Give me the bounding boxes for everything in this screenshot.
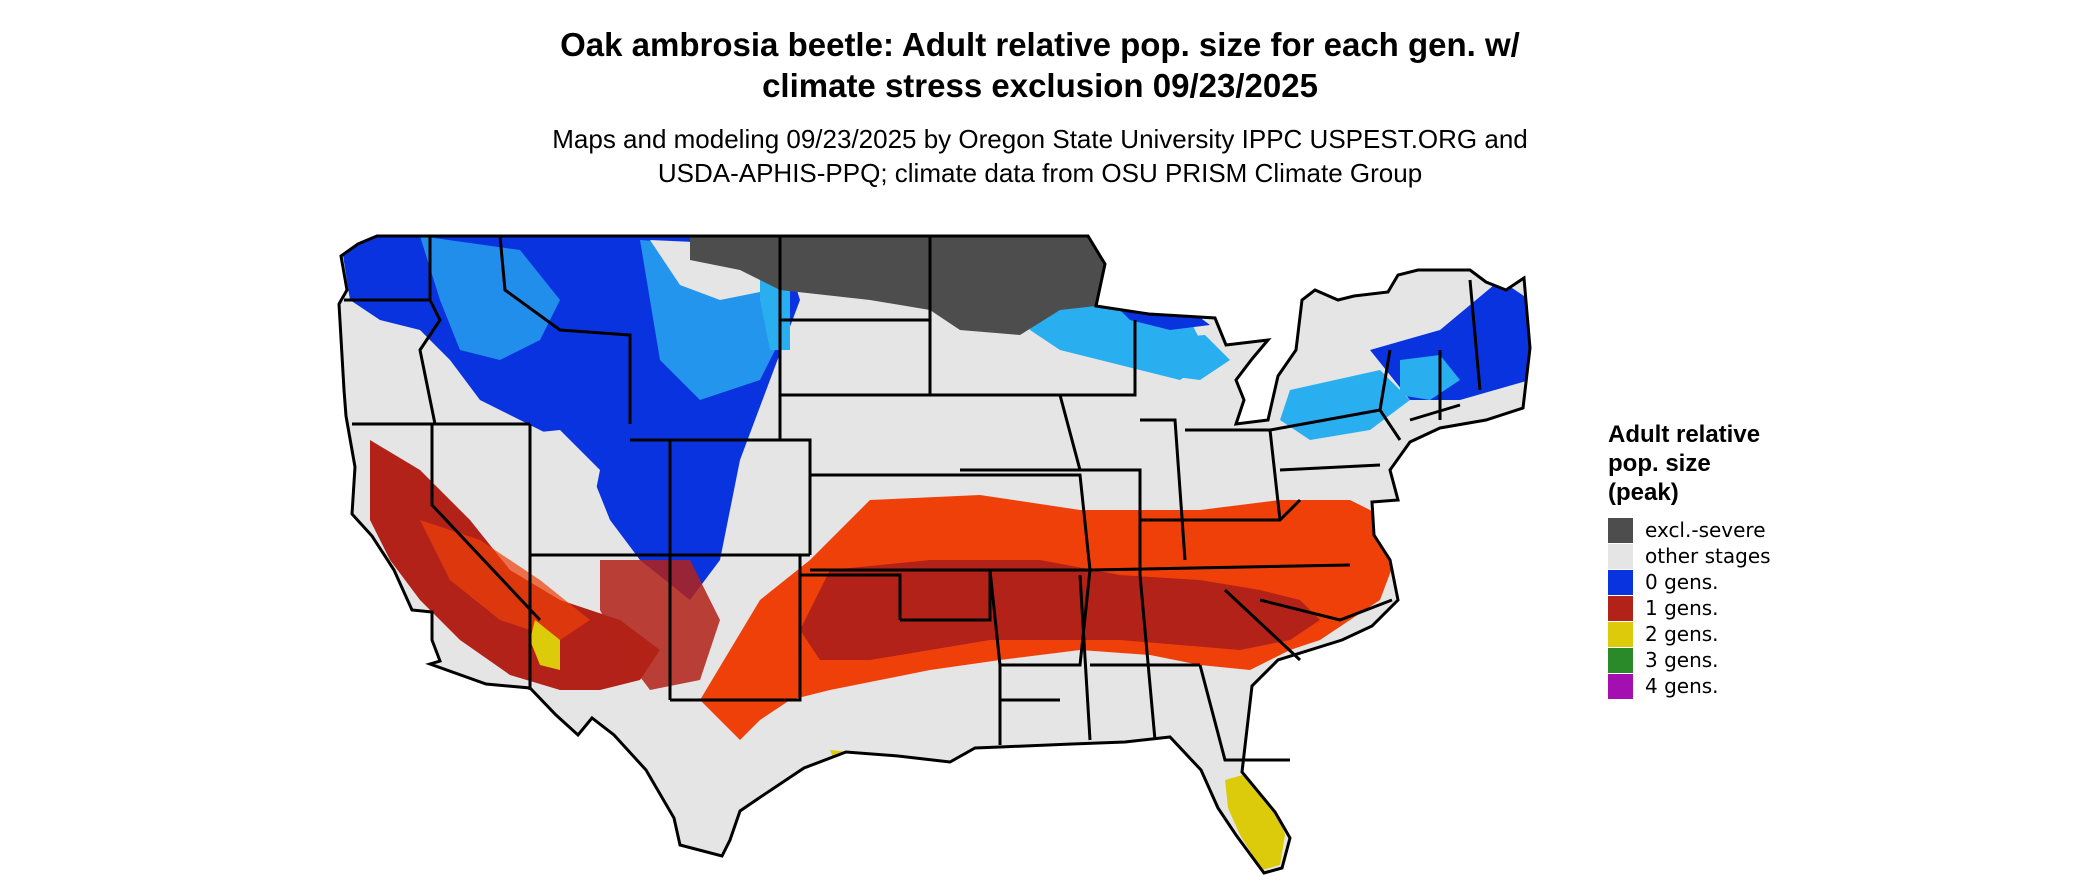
border-pa-ny: [1269, 349, 1402, 472]
legend-item-excl-severe: excl.-severe: [1608, 517, 1808, 543]
us-outline: [337, 234, 1532, 875]
legend-item-1-gens: 1 gens.: [1608, 595, 1808, 621]
border-ky-tn: [1089, 498, 1351, 572]
legend-title-line-1: Adult relative: [1608, 421, 1761, 448]
legend-label-excl-severe: excl.-severe: [1645, 518, 1766, 542]
subtitle-line-1: Maps and modeling 09/23/2025 by Oregon S…: [552, 124, 1528, 154]
excluded-region-north-central: [690, 236, 1105, 335]
border-ok-tx: [810, 568, 992, 622]
border-mt-id-wy: [498, 235, 632, 424]
map-subtitle: Maps and modeling 09/23/2025 by Oregon S…: [340, 122, 1740, 190]
border-ms-al: [1078, 574, 1200, 741]
legend-swatch-other-stages: [1608, 543, 1633, 569]
border-ca-nv: [430, 424, 542, 622]
legend-swatch-4-gens: [1608, 673, 1633, 699]
border-nm-tx: [670, 555, 902, 702]
legend-title-line-2: pop. size: [1608, 450, 1711, 477]
map-fill: [339, 236, 1530, 873]
map-title: Oak ambrosia beetle: Adult relative pop.…: [340, 24, 1740, 106]
one-gens-region-core: [800, 560, 1320, 660]
legend-swatch-excl-severe: [1608, 517, 1633, 543]
legend-swatch-2-gens: [1608, 621, 1633, 647]
legend-label-0-gens: 0 gens.: [1645, 570, 1719, 594]
one-gens-bright-region-southwest: [420, 520, 590, 640]
legend-item-0-gens: 0 gens.: [1608, 569, 1808, 595]
legend-item-2-gens: 2 gens.: [1608, 621, 1808, 647]
title-line-1: Oak ambrosia beetle: Adult relative pop.…: [560, 26, 1520, 63]
subtitle-line-2: USDA-APHIS-PPQ; climate data from OSU PR…: [657, 158, 1423, 188]
zero-gens-light-region-lower-michigan: [1150, 335, 1230, 380]
legend-label-4-gens: 4 gens.: [1645, 674, 1719, 698]
two-gens-region-florida: [1225, 770, 1285, 870]
legend: Adult relative pop. size (peak) excl.-se…: [1608, 420, 1808, 699]
legend-item-other-stages: other stages: [1608, 543, 1808, 569]
legend-item-4-gens: 4 gens.: [1608, 673, 1808, 699]
state-borders: [337, 234, 1532, 875]
legend-swatch-3-gens: [1608, 647, 1633, 673]
two-gens-region-arizona: [530, 620, 560, 670]
legend-label-3-gens: 3 gens.: [1645, 648, 1719, 672]
legend-label-other-stages: other stages: [1645, 544, 1771, 568]
border-mt-nd: [778, 236, 812, 555]
one-gens-region-new-mexico: [600, 560, 720, 690]
legend-title: Adult relative pop. size (peak): [1608, 420, 1808, 507]
two-gens-region-south-texas: [830, 750, 920, 855]
legend-label-1-gens: 1 gens.: [1645, 596, 1719, 620]
border-mo-ar: [960, 473, 1092, 667]
legend-title-line-3: (peak): [1608, 479, 1679, 506]
zero-gens-light-region-new-england: [1400, 355, 1460, 400]
border-id-west: [418, 236, 442, 425]
zero-gens-light-region-west: [420, 236, 560, 360]
legend-swatch-1-gens: [1608, 595, 1633, 621]
one-gens-region-southwest: [370, 440, 660, 690]
border-wi-il: [1060, 320, 1142, 575]
border-ia: [940, 393, 1082, 472]
border-ga-sc-nc: [1198, 588, 1393, 762]
legend-swatch-0-gens: [1608, 569, 1633, 595]
legend-label-2-gens: 2 gens.: [1645, 622, 1719, 646]
border-new-england: [1409, 279, 1482, 422]
border-la: [998, 665, 1060, 745]
legend-item-3-gens: 3 gens.: [1608, 647, 1808, 673]
title-line-2: climate stress exclusion 09/23/2025: [762, 67, 1318, 104]
